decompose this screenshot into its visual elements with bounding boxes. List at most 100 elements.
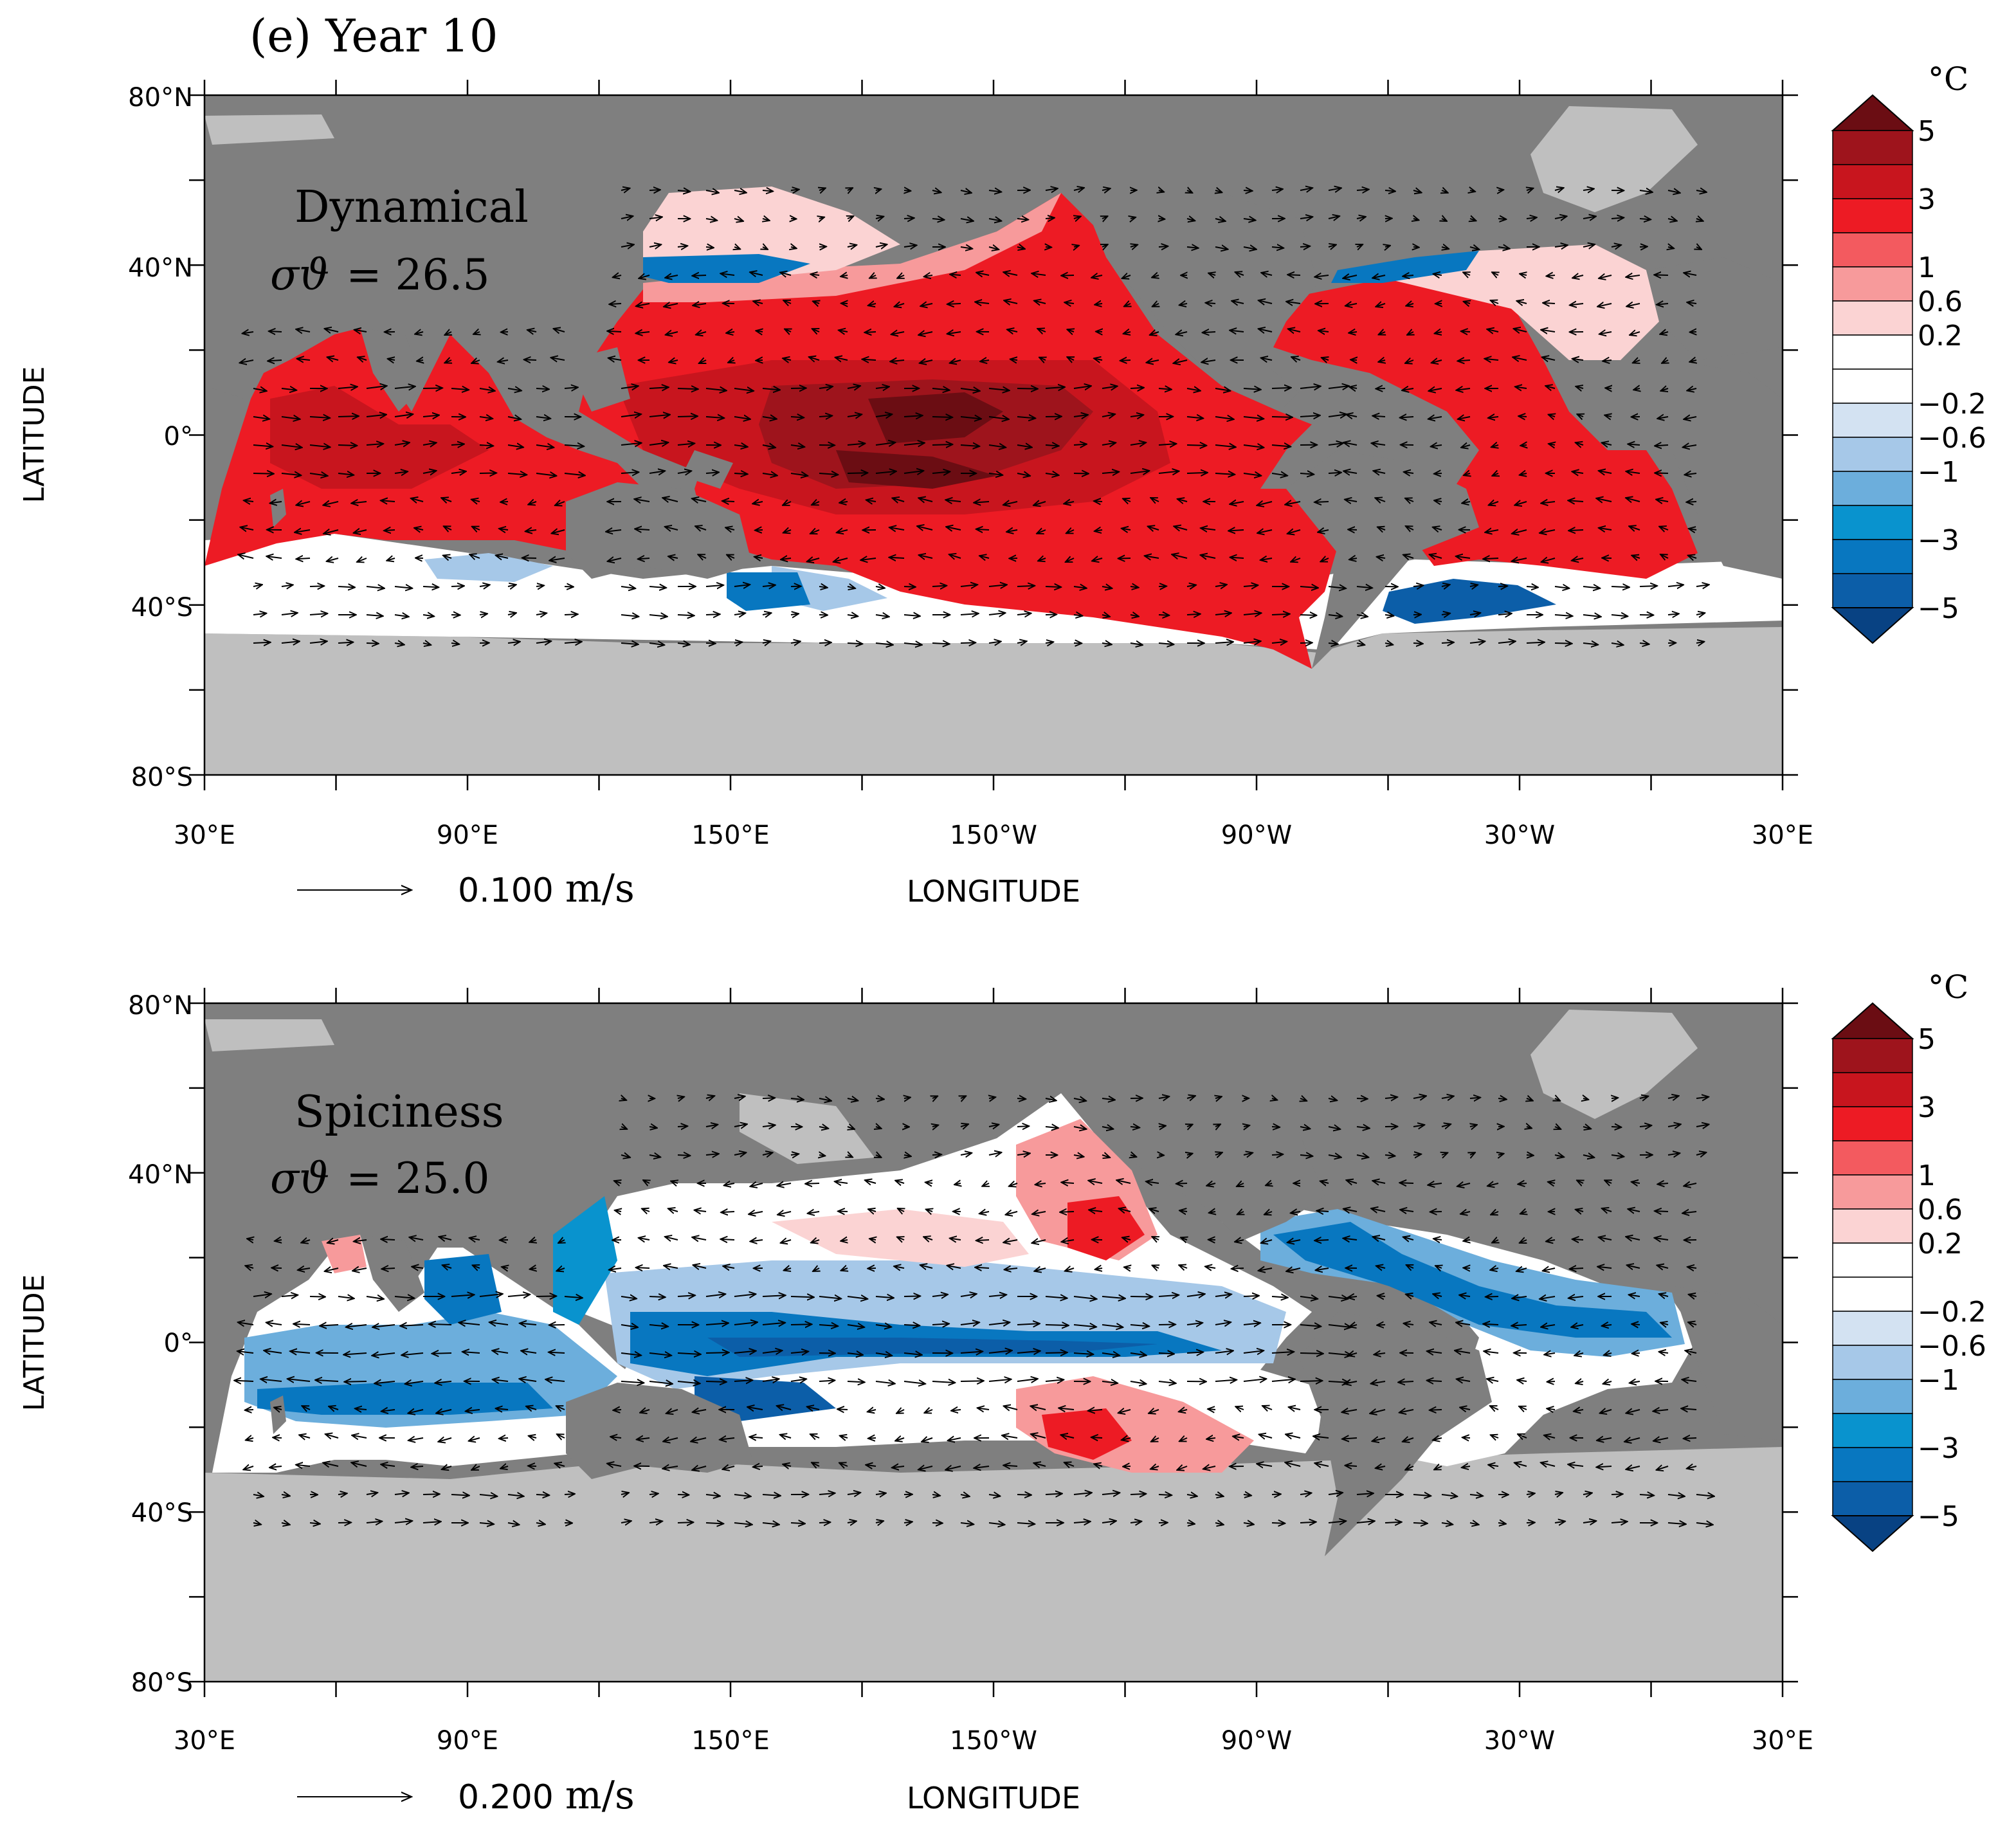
current-vector [409, 1237, 424, 1240]
current-vector [1656, 500, 1669, 502]
current-vector [242, 332, 254, 334]
current-vector [1300, 586, 1318, 588]
current-vector [1004, 300, 1018, 304]
current-vector [1300, 1522, 1316, 1523]
current-vector [1073, 1155, 1084, 1157]
current-vector [417, 360, 423, 361]
current-vector [750, 272, 763, 275]
current-vector [1572, 471, 1584, 473]
current-vector [1628, 1209, 1640, 1212]
current-vector [281, 417, 300, 419]
current-vector [1541, 502, 1556, 504]
current-vector [1572, 275, 1584, 278]
current-vector [613, 275, 622, 277]
current-vector [819, 586, 828, 588]
top-xtick-4: 150°W [950, 821, 1037, 850]
current-vector [666, 332, 678, 335]
current-vector [1258, 300, 1273, 304]
current-vector [327, 357, 339, 360]
current-vector [1131, 217, 1136, 219]
current-vector [1102, 386, 1118, 388]
current-vector [558, 1240, 565, 1243]
current-vector [1130, 615, 1139, 617]
bottom-reference-speed: 0.200 [458, 1778, 554, 1817]
current-vector [1094, 530, 1103, 531]
current-vector [1498, 1154, 1504, 1155]
current-vector [1684, 1183, 1697, 1186]
current-vector [756, 331, 763, 332]
current-vector [734, 642, 742, 643]
current-vector [366, 615, 383, 616]
current-vector [642, 1208, 650, 1212]
current-vector [621, 472, 639, 473]
current-vector [338, 386, 358, 388]
current-vector [1442, 247, 1449, 249]
current-vector [1130, 442, 1146, 445]
current-vector [838, 1211, 848, 1212]
current-vector [1413, 585, 1423, 586]
current-vector [1633, 388, 1640, 390]
current-vector [677, 416, 698, 417]
current-vector [1328, 1155, 1341, 1158]
current-vector [699, 360, 706, 363]
current-vector [1541, 558, 1556, 562]
current-vector [443, 556, 452, 558]
current-vector [785, 329, 791, 332]
current-vector [807, 558, 820, 561]
current-vector [1122, 275, 1131, 278]
current-vector [1243, 613, 1262, 615]
colorbar-bin [1832, 1413, 1913, 1448]
colorbar-label: −1 [1918, 1364, 1959, 1397]
current-vector [1346, 414, 1358, 417]
current-vector [1470, 190, 1475, 192]
colorbar-label: −3 [1918, 524, 1959, 557]
current-vector [1206, 1183, 1216, 1186]
current-vector [1428, 388, 1442, 391]
current-vector [932, 388, 950, 390]
current-vector [904, 1155, 911, 1156]
colorbar-label: 3 [1918, 183, 1936, 216]
current-vector [422, 586, 439, 587]
current-vector [988, 473, 1003, 475]
current-vector [1288, 329, 1301, 332]
current-vector [1328, 586, 1346, 588]
bottom-xtick-7: 30°E [1752, 1726, 1813, 1756]
current-vector [1601, 442, 1612, 445]
current-vector [564, 642, 582, 643]
current-vector [1123, 332, 1131, 334]
bottom-equatorial-deep [695, 1338, 1158, 1421]
current-vector [1572, 1239, 1584, 1240]
current-vector [1345, 500, 1358, 502]
current-vector [1116, 1180, 1131, 1183]
current-vector [783, 300, 792, 304]
bottom-india [360, 1235, 424, 1312]
current-vector [1457, 360, 1471, 361]
current-vector [1174, 526, 1188, 530]
current-vector [1032, 1212, 1046, 1214]
current-vector [621, 615, 639, 617]
current-vector [327, 558, 339, 561]
current-vector [1300, 1127, 1310, 1129]
current-vector [1328, 188, 1341, 190]
current-vector [1102, 188, 1111, 190]
current-vector [1010, 359, 1017, 360]
bottom-panel: 80°N 40°N 0° 40°S 80°S 30°E 90°E 150°E 1… [18, 968, 1986, 1818]
current-vector [1554, 245, 1568, 247]
current-vector [1630, 332, 1640, 335]
current-vector [296, 329, 311, 332]
current-vector [1554, 1155, 1564, 1157]
current-vector [479, 585, 490, 586]
current-vector [309, 445, 331, 447]
current-vector [1457, 1183, 1471, 1186]
colorbar-bin [1832, 164, 1913, 199]
bottom-colorbar-unit: °C [1928, 968, 1968, 1006]
bottom-south-america [1299, 1312, 1492, 1556]
current-vector [1513, 329, 1527, 332]
current-vector [471, 360, 480, 363]
current-vector [790, 614, 799, 615]
colorbar-label: 0.2 [1918, 1228, 1963, 1260]
current-vector [1328, 1098, 1337, 1100]
current-vector [606, 530, 622, 532]
current-vector [636, 304, 650, 306]
current-vector [479, 614, 487, 615]
